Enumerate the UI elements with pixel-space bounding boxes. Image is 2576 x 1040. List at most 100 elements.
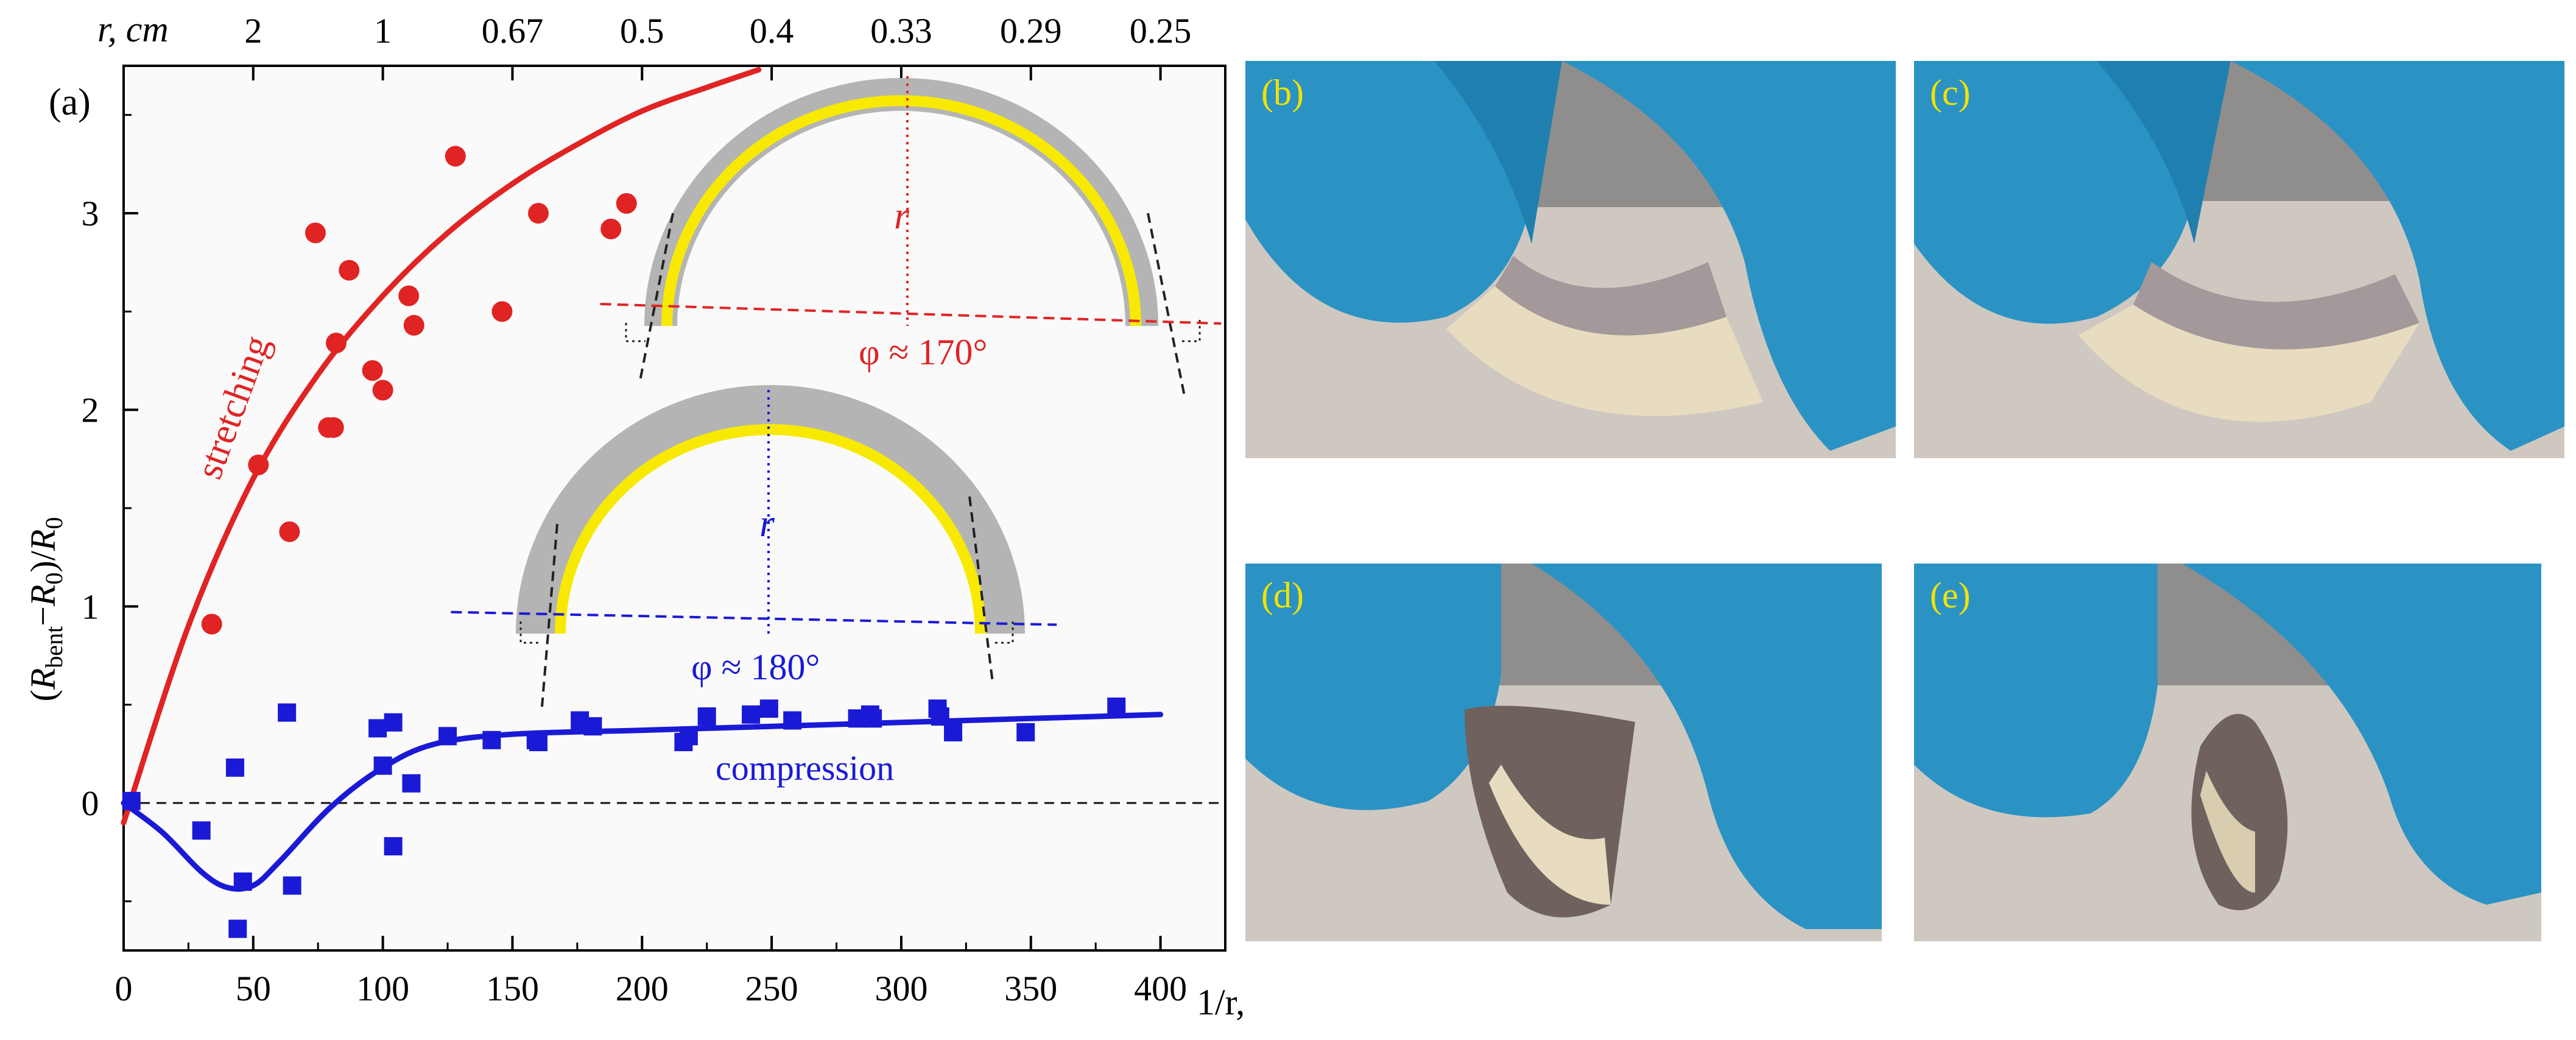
stretching-fit-curve: [121, 67, 762, 826]
x-axis-label: 1/r, m −1: [1197, 978, 1248, 1022]
compression-point: [482, 730, 501, 749]
photo-label-d: (d): [1261, 575, 1304, 615]
compression-point: [368, 719, 387, 738]
x-tick-label: 250: [745, 969, 798, 1008]
photo-e-illustration: [1914, 564, 2541, 941]
chart-panel-a: r φ ≈ 170° r φ ≈ 180° 0 50 100 150 200 250 300…: [23, 9, 1248, 1022]
top-tick-label: 0.33: [870, 11, 932, 51]
y-axis-label: (Rbent−R0)/R0: [23, 517, 68, 702]
y-label-part: −: [23, 606, 63, 626]
compression-point: [583, 717, 602, 736]
axis-ticks: [122, 66, 1162, 950]
plot-frame: [122, 65, 1226, 952]
top-tick-label: 0.4: [750, 11, 794, 51]
x-tick-label: 400: [1134, 969, 1187, 1008]
top-tick-label: 0.5: [620, 11, 664, 51]
y-label-part: )/: [23, 550, 63, 572]
stretching-point: [491, 301, 513, 322]
stretching-point: [445, 146, 466, 167]
plot-area: [122, 65, 1226, 952]
stretching-point: [304, 222, 326, 244]
compression-point: [783, 711, 802, 730]
x-tick-label: 0: [115, 969, 133, 1008]
compression-point: [278, 703, 297, 722]
photo-label-b: (b): [1261, 73, 1304, 113]
stretching-point: [339, 260, 360, 281]
compression-point: [697, 707, 716, 726]
stretching-point: [201, 614, 222, 635]
stretching-point: [398, 285, 420, 306]
compression-point: [944, 723, 963, 741]
stretching-point: [372, 380, 393, 401]
compression-point: [1016, 723, 1035, 741]
red-radius-label: r: [894, 194, 910, 237]
compression-point: [192, 821, 211, 840]
top-tick-label: 0.29: [1000, 11, 1062, 51]
stretching-point: [362, 360, 383, 381]
blue-angle-label: φ ≈ 180°: [691, 647, 820, 687]
tick-labels: 0 50 100 150 200 250 300 350 400 0 1 2 3 2 1 0.67 0.5 0.4…: [82, 11, 1192, 1008]
stretching-point: [528, 203, 549, 224]
compression-point: [283, 876, 301, 895]
compression-point: [226, 758, 245, 777]
compression-point: [1107, 697, 1126, 716]
y-tick-label: 1: [82, 587, 99, 626]
top-tick-label: 0.25: [1130, 11, 1192, 51]
y-tick-label: 2: [82, 391, 99, 430]
compression-point: [742, 705, 761, 724]
blue-radius-label: r: [759, 501, 775, 545]
top-axis-label-text: r, cm: [97, 9, 169, 49]
photo-c-illustration: [1914, 61, 2564, 458]
y-label-part: bent: [40, 626, 68, 668]
compression-point: [233, 872, 252, 891]
stretching-point: [403, 314, 424, 336]
photo-label-e: (e): [1930, 575, 1971, 615]
compression-point: [228, 919, 247, 938]
red-angle-label: φ ≈ 170°: [859, 332, 988, 372]
y-label-part: 0: [40, 517, 68, 529]
top-axis-label: r, cm: [97, 9, 169, 49]
x-tick-label: 350: [1004, 969, 1057, 1008]
top-tick-label: 2: [244, 11, 262, 51]
compression-point: [679, 727, 698, 746]
compression-point: [122, 791, 141, 810]
compression-point: [438, 727, 457, 746]
panel-label-a: (a): [49, 82, 91, 123]
y-label-part: (: [23, 690, 63, 701]
compression-point: [384, 837, 403, 855]
compression-label: compression: [716, 748, 894, 788]
photo-panel-e: (e): [1914, 564, 2541, 941]
data-points: [122, 146, 1126, 938]
compression-point: [529, 732, 548, 751]
x-tick-label: 300: [875, 969, 927, 1008]
photo-panel-b: (b): [1245, 61, 1896, 458]
compression-point: [759, 699, 778, 718]
stretching-point: [248, 455, 269, 476]
photo-b-illustration: [1245, 61, 1896, 458]
y-label-part: 0: [40, 573, 68, 585]
compression-inset-diagram: r φ ≈ 180°: [451, 385, 1057, 707]
compression-point: [931, 707, 949, 726]
x-tick-label: 100: [356, 969, 409, 1008]
photo-panel-d: (d): [1245, 564, 1882, 941]
x-tick-label: 50: [236, 969, 271, 1008]
compression-point: [402, 774, 421, 793]
x-axis-label-text: 1/r, m: [1197, 982, 1248, 1022]
x-tick-label: 200: [616, 969, 669, 1008]
photo-d-illustration: [1245, 564, 1882, 941]
photo-panel-c: (c): [1914, 61, 2564, 458]
y-label-part: R: [23, 585, 63, 607]
top-tick-label: 1: [374, 11, 392, 51]
y-label-part: R: [23, 529, 63, 551]
stretching-point: [326, 332, 347, 353]
y-label-part: R: [23, 668, 63, 690]
y-tick-label: 3: [82, 194, 99, 233]
stretching-point: [616, 193, 637, 214]
compression-point: [373, 756, 392, 775]
stretching-point: [600, 218, 622, 239]
stretching-inset-diagram: r φ ≈ 170°: [600, 76, 1222, 397]
y-tick-label: 0: [82, 784, 99, 823]
x-tick-label: 150: [486, 969, 539, 1008]
photo-label-c: (c): [1930, 73, 1971, 113]
compression-point: [384, 713, 403, 732]
